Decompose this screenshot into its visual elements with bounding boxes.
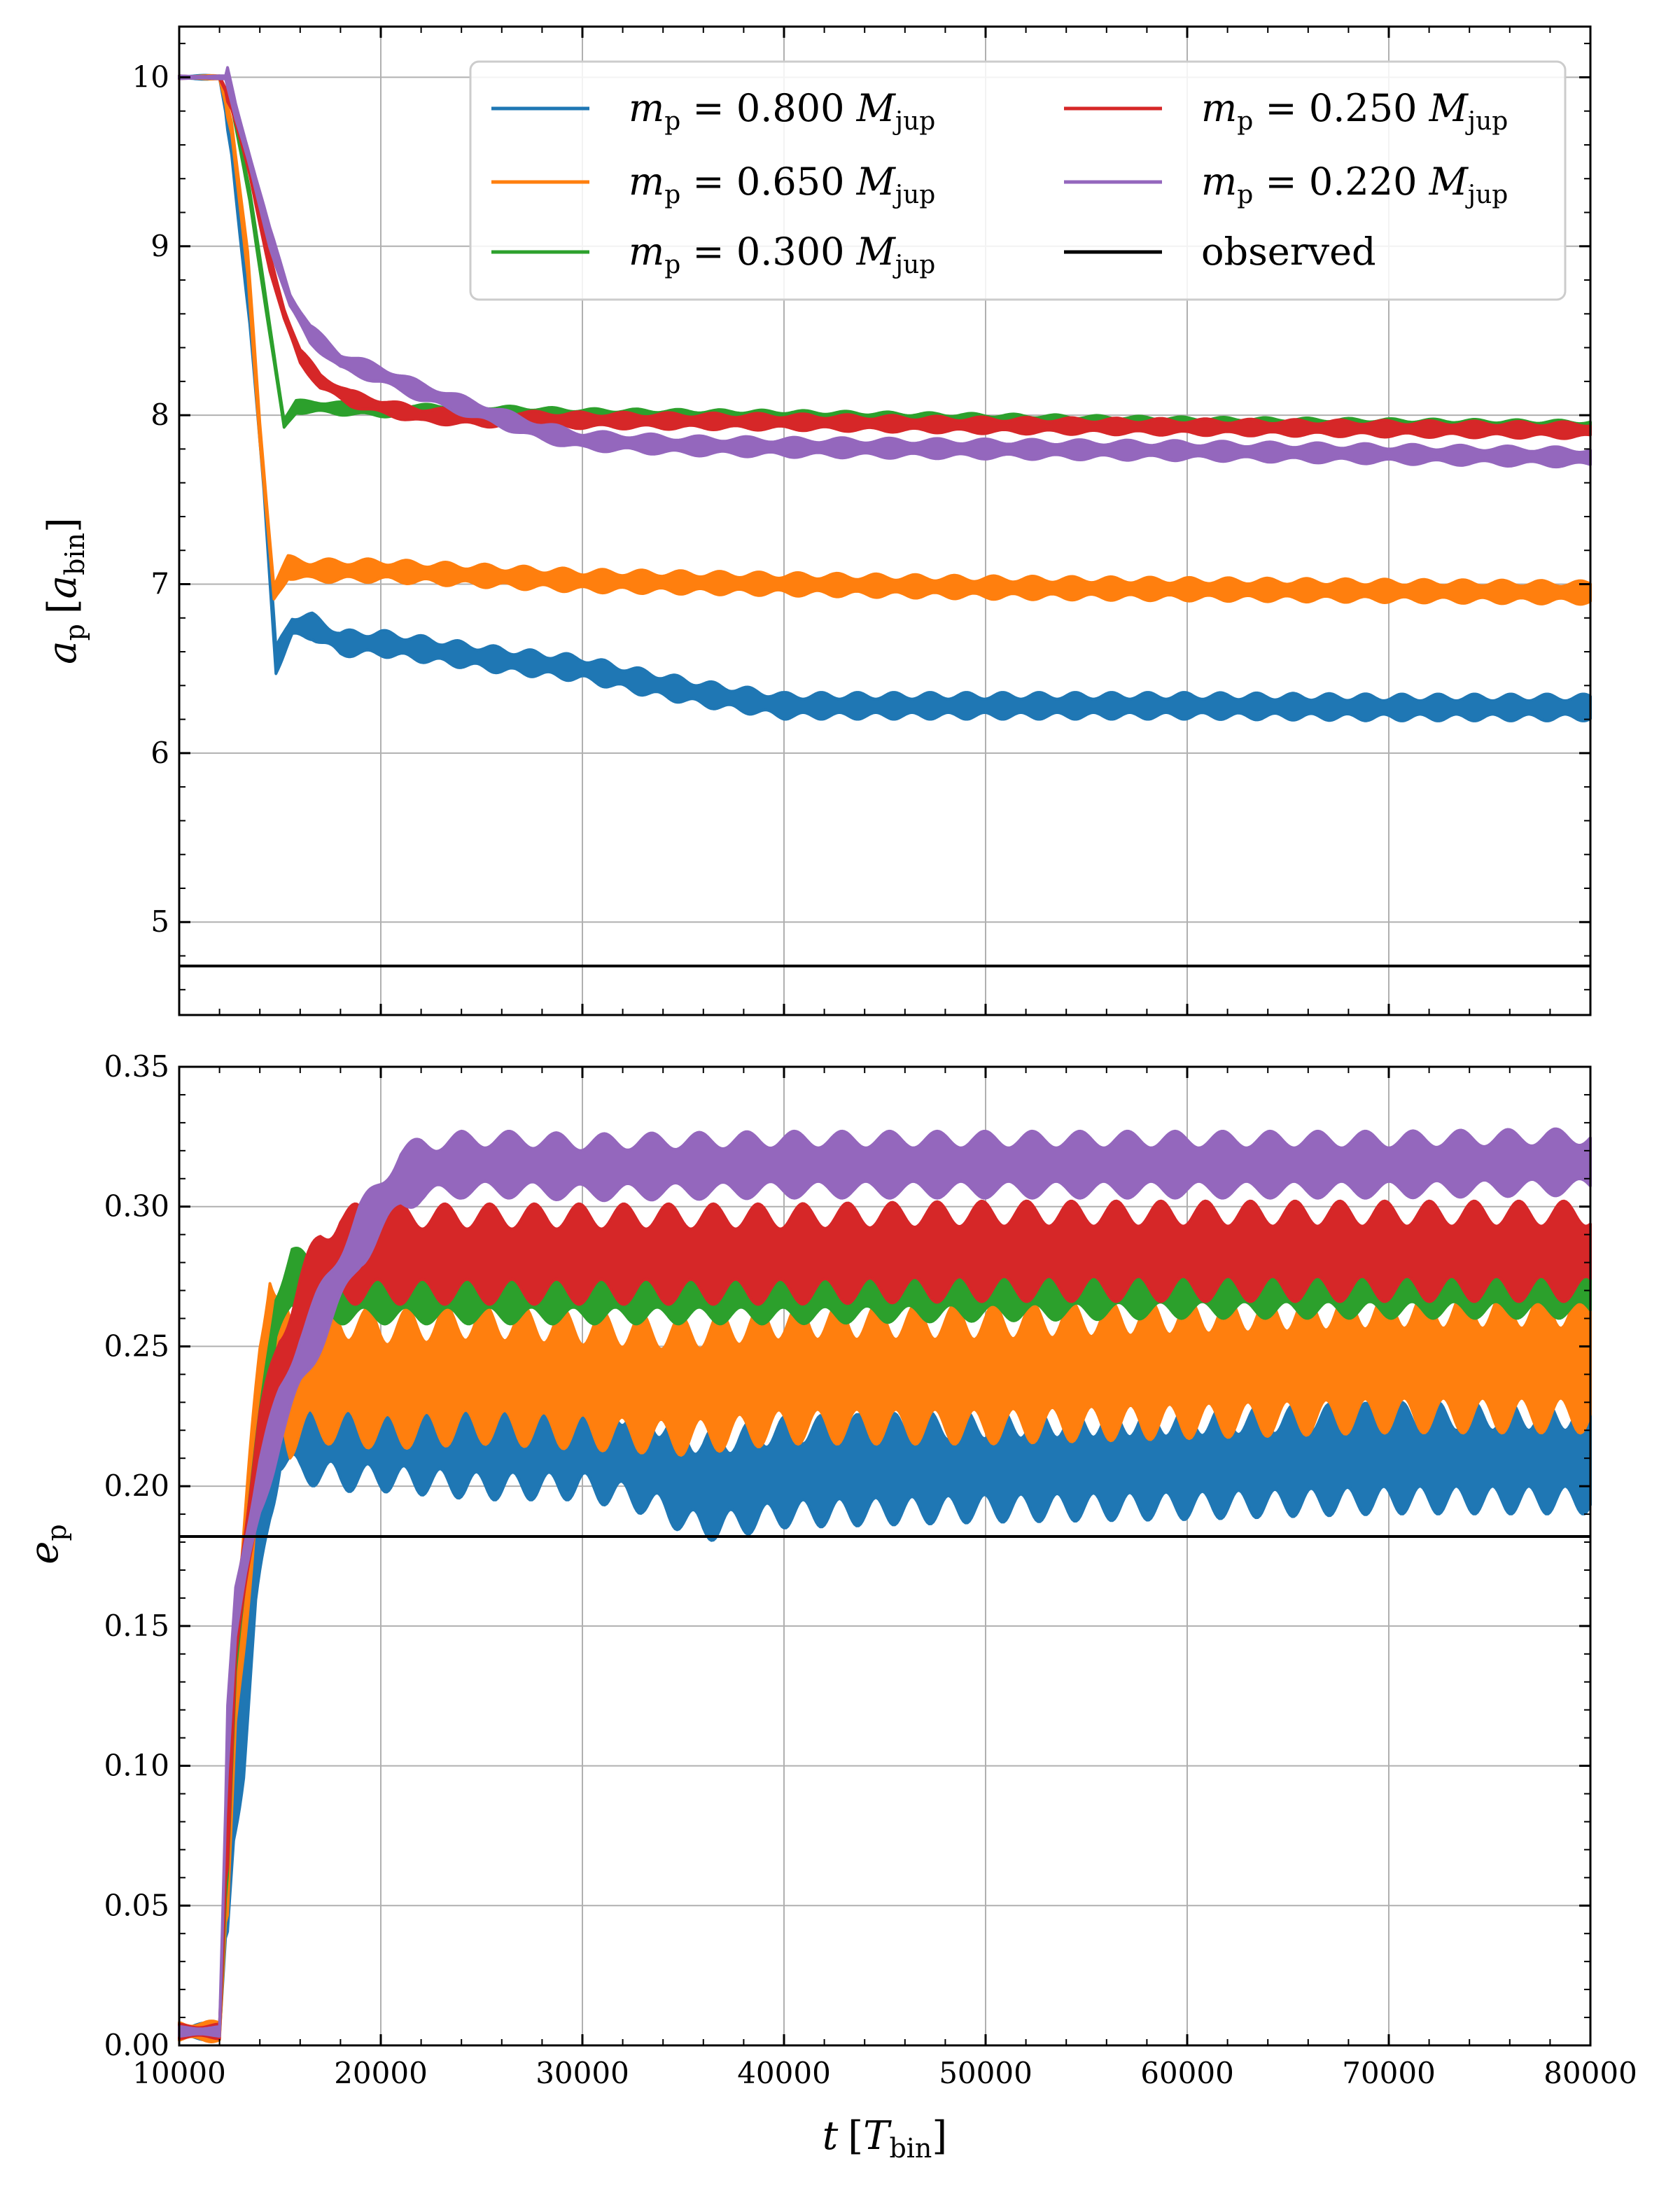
bottom-y-axis-label: ep [22, 1524, 72, 1564]
y-tick-label: 0.10 [104, 1749, 169, 1783]
legend-label: mp = 0.300 Mjup [629, 230, 935, 279]
x-tick-label: 70000 [1342, 2056, 1436, 2090]
y-tick-label: 0.15 [104, 1609, 169, 1643]
top-axes-frame [178, 25, 1592, 1016]
legend-entry: mp = 0.650 Mjup [491, 160, 935, 209]
y-tick-label: 10 [132, 59, 169, 94]
x-tick-label: 40000 [737, 2056, 831, 2090]
top-y-tick-labels: 5 6 7 8 9 10 [132, 59, 169, 939]
y-tick-label: 5 [150, 904, 169, 939]
legend-label: mp = 0.800 Mjup [629, 86, 935, 136]
bottom-panel-eccentricity: 0.00 0.05 0.10 0.15 0.20 0.25 0.30 0.35 10000 20… [22, 1049, 1637, 2164]
legend: mp = 0.800 Mjup mp = 0.650 Mjup mp = 0.300… [469, 60, 1567, 301]
legend-entry: mp = 0.300 Mjup [491, 230, 935, 279]
x-tick-label: 80000 [1544, 2056, 1637, 2090]
legend-label: mp = 0.220 Mjup [1201, 160, 1508, 209]
legend-entry: mp = 0.800 Mjup [491, 86, 935, 136]
legend-label: observed [1201, 230, 1376, 274]
legend-label: mp = 0.650 Mjup [629, 160, 935, 209]
bottom-series-group [178, 1127, 1592, 2043]
y-tick-label: 0.30 [104, 1189, 169, 1224]
bottom-axes-frame [178, 1065, 1592, 2047]
y-tick-label: 8 [150, 398, 169, 432]
legend-entry: mp = 0.250 Mjup [1064, 86, 1508, 136]
legend-entry: observed [1064, 230, 1376, 274]
top-y-axis-label: ap[abin] [40, 517, 90, 664]
bottom-y-tick-labels: 0.00 0.05 0.10 0.15 0.20 0.25 0.30 0.35 [104, 1049, 169, 2062]
legend-box [469, 60, 1567, 301]
y-tick-label: 0.35 [104, 1049, 169, 1084]
y-tick-label: 0.25 [104, 1329, 169, 1363]
top-ticks [178, 27, 1592, 1015]
y-tick-label: 0.00 [104, 2028, 169, 2062]
y-tick-label: 0.05 [104, 1888, 169, 1922]
bottom-ticks [178, 1065, 1592, 2047]
y-tick-label: 0.20 [104, 1469, 169, 1503]
y-tick-label: 6 [150, 736, 169, 770]
y-tick-label: 7 [150, 567, 169, 601]
y-tick-label: 9 [150, 229, 169, 263]
x-axis-label: t [Tbin] [822, 2113, 948, 2164]
bottom-x-tick-labels: 10000 20000 30000 40000 50000 60000 70000 80000 [132, 2056, 1637, 2090]
x-tick-label: 20000 [334, 2056, 428, 2090]
x-tick-label: 50000 [939, 2056, 1032, 2090]
legend-entry: mp = 0.220 Mjup [1064, 160, 1508, 209]
x-tick-label: 30000 [536, 2056, 629, 2090]
x-tick-label: 60000 [1140, 2056, 1234, 2090]
legend-label: mp = 0.250 Mjup [1201, 86, 1508, 136]
x-tick-label: 10000 [132, 2056, 226, 2090]
legend-entries: mp = 0.800 Mjup mp = 0.650 Mjup mp = 0.300… [491, 86, 1508, 279]
